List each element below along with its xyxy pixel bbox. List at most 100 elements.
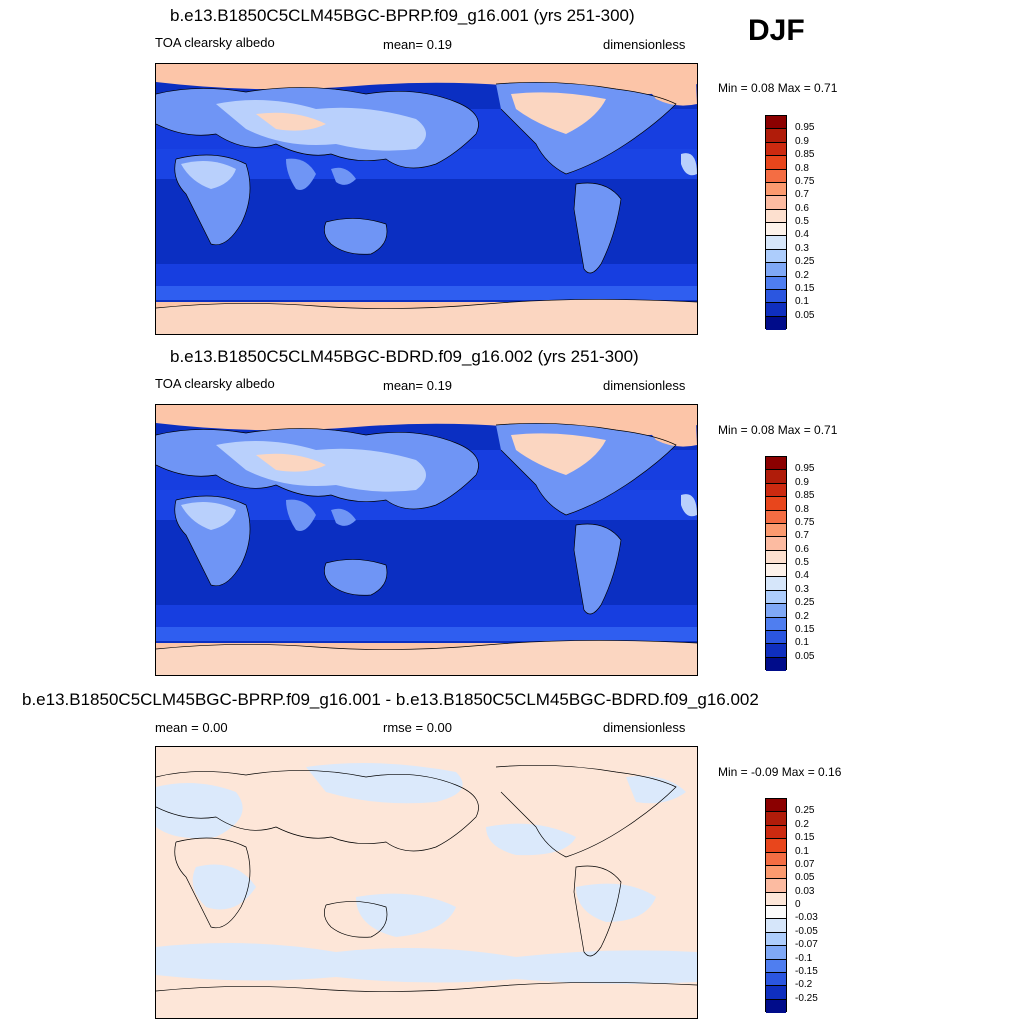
colorbar-tick-label: 0.7 — [795, 189, 809, 201]
colorbar-swatch — [766, 932, 786, 947]
season-label: DJF — [748, 14, 805, 47]
panel-1-mean: mean= 0.19 — [383, 37, 453, 52]
panel-3-title: b.e13.B1850C5CLM45BGC-BPRP.f09_g16.001 -… — [22, 690, 759, 709]
colorbar-swatch — [766, 263, 786, 277]
colorbar-tick-label: 0.8 — [795, 503, 809, 515]
colorbar-tick-label: -0.2 — [795, 979, 813, 991]
colorbar-swatch — [766, 550, 786, 564]
colorbar-swatch — [766, 182, 786, 197]
colorbar-tick-label: 0.05 — [795, 309, 815, 321]
colorbar-tick-label: -0.05 — [795, 925, 818, 937]
colorbar-tick-label: 0.4 — [795, 229, 809, 241]
colorbar-swatch — [766, 289, 786, 304]
colorbar-swatch — [766, 852, 786, 866]
colorbar-tick-label: 0.03 — [795, 885, 815, 897]
colorbar-swatch — [766, 892, 786, 906]
panel-2-map — [155, 404, 698, 676]
colorbar-swatch — [766, 470, 786, 484]
colorbar-swatch — [766, 249, 786, 264]
colorbar-swatch — [766, 196, 786, 210]
panel-1-map-svg — [156, 64, 697, 334]
colorbar-swatch — [766, 129, 786, 143]
colorbar-tick-label: -0.07 — [795, 939, 818, 951]
panel-1-colorbar — [765, 115, 787, 330]
panel-3-units: dimensionless — [603, 720, 686, 735]
panel-2-colorbar — [765, 456, 787, 671]
colorbar-tick-label: 0.4 — [795, 570, 809, 582]
colorbar-swatch — [766, 959, 786, 973]
colorbar-tick-label: 0.2 — [795, 610, 809, 622]
panel-1-minmax: Min = 0.08 Max = 0.71 — [718, 81, 838, 95]
panel-2-units: dimensionless — [603, 378, 686, 393]
colorbar-tick-label: 0.8 — [795, 162, 809, 174]
colorbar-swatch — [766, 986, 786, 1000]
colorbar-tick-label: -0.1 — [795, 952, 813, 964]
colorbar-tick-label: 0 — [795, 899, 801, 910]
colorbar-tick-label: 0.9 — [795, 135, 809, 147]
colorbar-tick-label: 0.95 — [795, 122, 815, 134]
colorbar-swatch — [766, 799, 786, 813]
colorbar-swatch — [766, 617, 786, 631]
colorbar-swatch — [766, 839, 786, 853]
colorbar-swatch — [766, 590, 786, 605]
colorbar-swatch — [766, 142, 786, 157]
colorbar-swatch — [766, 116, 786, 130]
colorbar-tick-label: 0.3 — [795, 242, 809, 254]
panel-2-map-svg — [156, 405, 697, 675]
colorbar-swatch — [766, 812, 786, 826]
colorbar-swatch — [766, 604, 786, 618]
colorbar-tick-label: 0.1 — [795, 845, 809, 857]
colorbar-swatch — [766, 537, 786, 551]
colorbar-tick-label: 0.15 — [795, 832, 815, 844]
colorbar-tick-label: 0.85 — [795, 149, 815, 161]
panel-1-variable: TOA clearsky albedo — [155, 35, 275, 50]
colorbar-swatch — [766, 825, 786, 840]
colorbar-swatch — [766, 919, 786, 933]
colorbar-swatch — [766, 879, 786, 893]
colorbar-swatch — [766, 946, 786, 960]
colorbar-tick-label: 0.25 — [795, 256, 815, 268]
colorbar-tick-label: 0.85 — [795, 490, 815, 502]
colorbar-tick-label: 0.07 — [795, 858, 815, 870]
colorbar-tick-label: -0.15 — [795, 965, 818, 977]
panel-3-colorbar — [765, 798, 787, 1013]
colorbar-swatch — [766, 657, 786, 671]
colorbar-tick-label: -0.25 — [795, 992, 818, 1004]
colorbar-tick-label: 0.15 — [795, 282, 815, 294]
colorbar-tick-label: 0.5 — [795, 557, 809, 568]
panel-2-minmax: Min = 0.08 Max = 0.71 — [718, 423, 838, 437]
colorbar-swatch — [766, 303, 786, 317]
colorbar-swatch — [766, 156, 786, 170]
panel-3-minmax: Min = -0.09 Max = 0.16 — [718, 765, 842, 779]
colorbar-tick-label: 0.75 — [795, 516, 815, 528]
colorbar-tick-label: 0.25 — [795, 597, 815, 609]
panel-2-variable: TOA clearsky albedo — [155, 376, 275, 391]
colorbar-tick-label: 0.9 — [795, 476, 809, 488]
colorbar-tick-label: 0.7 — [795, 530, 809, 542]
colorbar-swatch — [766, 483, 786, 498]
colorbar-tick-label: 0.05 — [795, 872, 815, 884]
colorbar-swatch — [766, 169, 786, 183]
colorbar-tick-label: 0.95 — [795, 463, 815, 475]
colorbar-swatch — [766, 564, 786, 578]
colorbar-tick-label: 0.6 — [795, 543, 809, 555]
panel-3-map-svg — [156, 747, 697, 1018]
colorbar-swatch — [766, 999, 786, 1013]
colorbar-swatch — [766, 316, 786, 330]
colorbar-tick-label: 0.75 — [795, 175, 815, 187]
colorbar-tick-label: 0.1 — [795, 637, 809, 649]
panel-3-map — [155, 746, 698, 1019]
colorbar-tick-label: 0.25 — [795, 805, 815, 817]
panel-1-map — [155, 63, 698, 335]
colorbar-tick-label: 0.2 — [795, 269, 809, 281]
colorbar-swatch — [766, 906, 786, 920]
colorbar-tick-label: -0.03 — [795, 912, 818, 924]
colorbar-swatch — [766, 523, 786, 538]
colorbar-swatch — [766, 457, 786, 471]
panel-1-title: b.e13.B1850C5CLM45BGC-BPRP.f09_g16.001 (… — [170, 6, 635, 25]
colorbar-tick-label: 0.6 — [795, 202, 809, 214]
colorbar-tick-label: 0.2 — [795, 818, 809, 830]
colorbar-swatch — [766, 497, 786, 511]
colorbar-tick-label: 0.05 — [795, 650, 815, 662]
colorbar-swatch — [766, 510, 786, 524]
